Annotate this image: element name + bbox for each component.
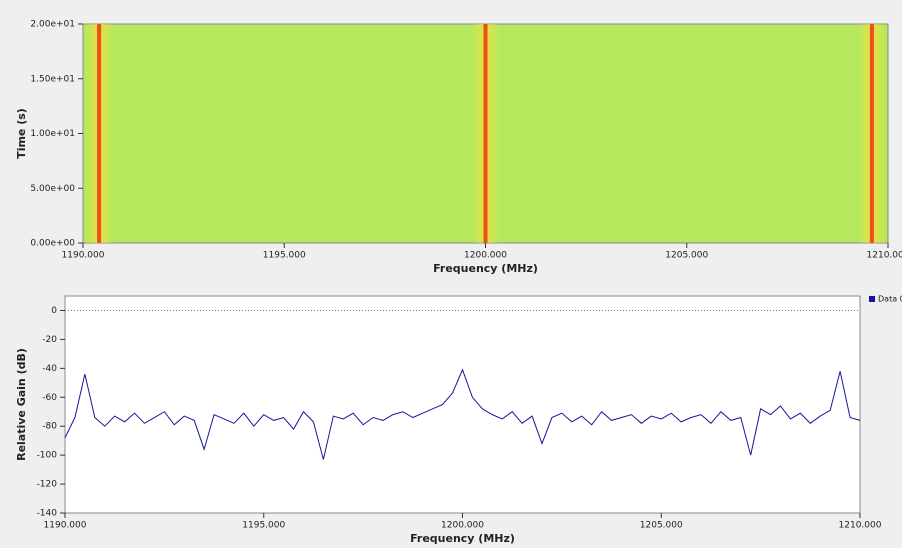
y-tick-label: 2.00e+01: [30, 20, 75, 30]
x-tick-label: 1200.000: [441, 521, 484, 531]
y-tick-label: 1.00e+01: [30, 129, 75, 139]
signal-line: [483, 24, 488, 243]
y-tick-label: -60: [42, 393, 57, 403]
x-tick-label: 1210.000: [867, 251, 902, 261]
x-tick-label: 1195.000: [263, 251, 306, 261]
legend-swatch: [869, 296, 875, 302]
legend-label: Data 0: [878, 295, 902, 304]
y-tick-label: 5.00e+00: [30, 184, 75, 194]
data-line: [64, 368, 861, 460]
x-tick-label: 1190.000: [44, 521, 87, 531]
x-tick-label: 1205.000: [640, 521, 683, 531]
y-tick-label: -20: [42, 335, 57, 345]
x-tick-label: 1190.000: [62, 251, 105, 261]
x-tick-label: 1210.000: [839, 521, 882, 531]
y-tick-label: -80: [42, 422, 57, 432]
x-tick-label: 1200.000: [464, 251, 507, 261]
y-tick-label: -140: [37, 509, 58, 519]
y-tick-label: 1.50e+01: [30, 74, 75, 84]
x-tick-label: 1195.000: [242, 521, 285, 531]
y-tick-label: -40: [42, 364, 57, 374]
signal-line: [869, 24, 874, 243]
signal-line: [97, 24, 102, 243]
x-axis-title: Frequency (MHz): [410, 532, 515, 545]
y-tick-label: 0: [51, 306, 57, 316]
x-tick-label: 1205.000: [665, 251, 708, 261]
y-axis-title: Time (s): [15, 108, 28, 159]
y-tick-label: -120: [37, 480, 58, 490]
y-axis-title: Relative Gain (dB): [15, 348, 28, 461]
x-axis-title: Frequency (MHz): [433, 262, 538, 275]
y-tick-label: 0.00e+00: [30, 239, 75, 249]
plot-area: [64, 295, 861, 514]
y-tick-label: -100: [37, 451, 58, 461]
